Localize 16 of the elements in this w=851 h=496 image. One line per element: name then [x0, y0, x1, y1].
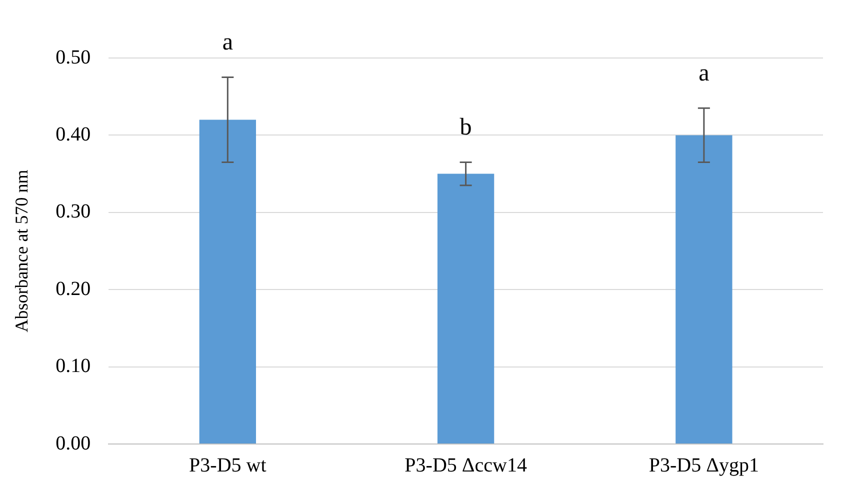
y-tick-label: 0.30	[56, 200, 91, 223]
x-tick-label: P3-D5 Δygp1	[648, 454, 759, 476]
bar	[199, 120, 256, 444]
annotation: a	[698, 60, 710, 86]
x-tick-label: P3-D5 wt	[189, 454, 267, 476]
y-tick-label: 0.00	[56, 432, 91, 454]
y-tick-label: 0.20	[56, 278, 91, 300]
bar	[676, 135, 732, 444]
bar	[437, 174, 494, 444]
y-tick-label: 0.10	[56, 355, 91, 378]
x-tick-label: P3-D5 Δccw14	[404, 454, 527, 476]
y-tick-label: 0.40	[56, 123, 91, 146]
annotation: a	[222, 30, 234, 56]
y-tick-label: 0.50	[56, 46, 91, 68]
y-axis-title: Absorbance at 570 nm	[12, 170, 32, 332]
annotation: b	[460, 114, 472, 141]
